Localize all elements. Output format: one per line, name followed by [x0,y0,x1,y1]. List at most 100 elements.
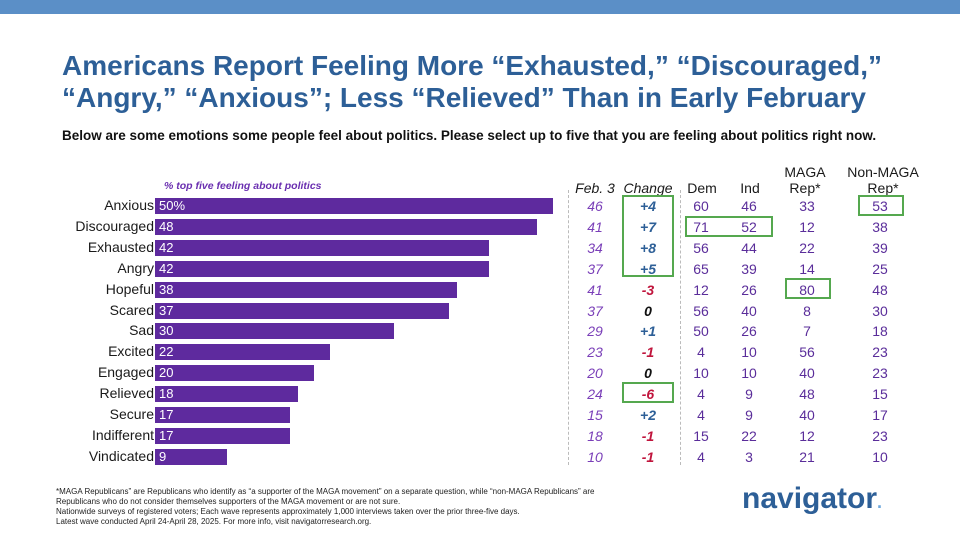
table-cell-change: +1 [640,323,656,340]
table-cell-ind: 9 [745,407,753,423]
table-cell-change: +4 [640,198,656,214]
navigator-logo: navigator. [742,482,882,516]
divider-left [568,190,569,465]
bar: 42 [155,260,489,277]
footnote-method: Nationwide surveys of registered voters;… [56,507,520,516]
table-cell-non-maga: 48 [872,281,888,298]
top-accent-bar [0,0,960,14]
bar-value-label: 17 [159,427,174,443]
table-cell-dem: 4 [697,448,705,465]
table-cell-ind: 44 [741,239,757,256]
table-cell-feb: 18 [587,427,603,444]
table-cell-dem: 56 [693,239,709,256]
category-label: Angry [117,259,154,276]
category-label: Anxious [104,197,154,213]
table-cell-change: 0 [644,302,652,319]
category-label: Hopeful [105,280,154,297]
table-cell-feb: 46 [587,198,603,214]
col-head-non-maga-line2: Rep* [867,180,899,196]
category-label: Vindicated [88,447,154,464]
table-cell-ind: 40 [741,302,757,319]
footnote-definition: *MAGA Republicans” are Republicans who i… [56,487,595,506]
table-cell-ind: 46 [741,198,757,214]
table-cell-change: -1 [641,448,655,465]
table-cell-feb: 20 [587,365,603,382]
table-cell-change: -6 [641,386,655,403]
table-cell-non-maga: 39 [872,239,888,256]
bar-value-label: 9 [159,448,167,464]
bar-value-label: 17 [159,407,174,422]
bar-value-label: 22 [159,344,174,360]
table-cell-change: -3 [641,281,655,298]
table-cell-non-maga: 10 [872,448,888,465]
category-label: Excited [108,343,154,360]
divider-mid [680,190,681,465]
bar: 38 [155,281,458,298]
bar: 17 [155,407,291,423]
table-cell-dem: 4 [697,386,705,403]
table-cell-maga: 12 [799,218,815,235]
table-cell-change: -1 [641,427,655,444]
title-line-2: “Angry,” “Anxious”; Less “Relieved” Than… [62,82,866,113]
table-cell-change: +2 [640,407,656,423]
table-cell-feb: 24 [587,386,603,403]
category-label: Discouraged [75,217,154,234]
table-cell-dem: 10 [693,365,709,382]
table-cell-feb: 15 [587,407,603,423]
highlight-non-maga-anxious [858,195,904,216]
table-cell-dem: 56 [693,302,709,319]
table-cell-ind: 22 [741,427,757,444]
table-cell-ind: 26 [741,281,757,298]
table-cell-ind: 10 [741,344,757,361]
table-cell-maga: 48 [799,386,815,403]
bar: 18 [155,386,299,403]
table-cell-dem: 4 [697,407,705,423]
table-cell-maga: 8 [803,302,811,319]
table-cell-feb: 37 [587,260,603,277]
bar-value-label: 50% [159,198,186,213]
bar-value-label: 42 [159,239,174,255]
table-cell-ind: 3 [745,448,753,465]
bar-value-label: 18 [159,386,174,402]
highlight-maga-hopeful [785,278,831,299]
table-cell-non-maga: 23 [872,344,888,361]
col-head-maga: MAGA Rep* [770,164,840,196]
table-cell-dem: 12 [693,281,709,298]
highlight-change-top4 [622,195,674,277]
footnote-wave: Latest wave conducted April 24-April 28,… [56,517,372,526]
table-cell-feb: 37 [587,302,603,319]
table-cell-non-maga: 38 [872,218,888,235]
table-cell-change: +5 [640,260,656,277]
table-cell-feb: 41 [587,218,603,235]
category-label: Engaged [97,364,154,381]
table-cell-non-maga: 17 [872,407,888,423]
table-cell-dem: 71 [693,218,709,235]
col-head-maga-line2: Rep* [789,180,821,196]
table-cell-non-maga: 18 [872,323,888,340]
bar: 37 [155,302,450,319]
bar-value-label: 37 [159,302,174,318]
table-cell-change: -1 [641,344,655,361]
category-label: Secure [109,406,154,422]
table-cell-ind: 9 [745,386,753,403]
table-cell-dem: 15 [693,427,709,444]
category-label: Scared [109,301,154,318]
table-cell-feb: 23 [587,344,603,361]
table-cell-maga: 12 [799,427,815,444]
bar-value-label: 48 [159,218,174,234]
col-head-maga-line1: MAGA [784,164,826,180]
table-cell-ind: 26 [741,323,757,340]
table-cell-change: 0 [644,365,652,382]
table-cell-ind: 39 [741,260,757,277]
category-label: Exhausted [87,238,154,255]
table-cell-maga: 21 [799,448,815,465]
bar: 9 [155,448,227,465]
table-cell-non-maga: 23 [872,365,888,382]
table-cell-maga: 33 [799,198,815,214]
col-head-non-maga-line1: Non-MAGA [847,164,919,180]
table-cell-non-maga: 15 [872,386,888,403]
table-cell-feb: 10 [587,448,603,465]
table-cell-non-maga: 53 [872,198,888,214]
table-cell-non-maga: 30 [872,302,888,319]
bar: 30 [155,323,394,340]
